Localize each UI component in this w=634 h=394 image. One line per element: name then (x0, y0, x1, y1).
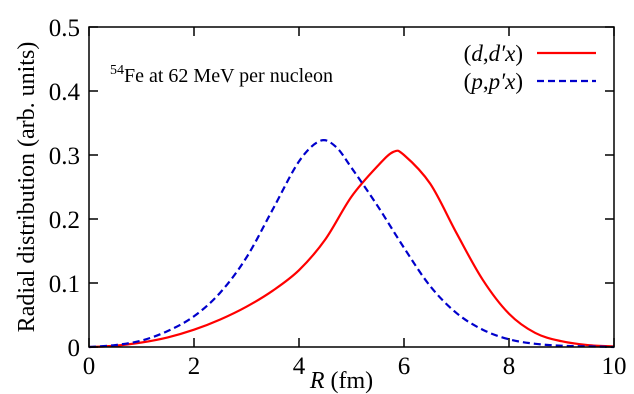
chart-annotation: 54Fe at 62 MeV per nucleon (110, 63, 333, 87)
x-tick-label: 0 (83, 353, 96, 380)
legend: (d,d′x) (p,p′x) (464, 41, 596, 94)
series-line-pp (88, 139, 615, 349)
x-tick-label: 10 (602, 353, 627, 380)
axis-ticks-group: 0 2 4 6 8 10 0 0.1 0.2 0.3 0.4 0.5 (49, 15, 627, 380)
y-tick-label: 0.3 (49, 143, 80, 170)
plot-frame (88, 26, 615, 348)
y-tick-label: 0.5 (49, 15, 80, 42)
legend-label-dd: (d,d′x) (464, 41, 523, 66)
legend-label-pp: (p,p′x) (464, 69, 523, 94)
y-tick-label: 0.2 (49, 207, 80, 234)
x-tick-label: 6 (398, 353, 411, 380)
x-axis-label: R (fm) (309, 368, 373, 394)
y-tick-label: 0 (68, 335, 81, 362)
annotation-text: Fe at 62 MeV per nucleon (124, 65, 333, 87)
y-tick-label: 0.1 (49, 271, 80, 298)
x-axis-label-unit: (fm) (325, 368, 374, 394)
series-line-dd (88, 149, 615, 349)
y-tick-label: 0.4 (49, 79, 81, 106)
series-group (88, 139, 615, 349)
x-tick-label: 2 (188, 353, 201, 380)
x-tick-label: 8 (503, 353, 516, 380)
annotation-superscript: 54 (110, 63, 124, 78)
x-tick-label: 4 (293, 353, 306, 380)
x-axis-label-variable: R (309, 368, 325, 394)
y-axis-label: Radial distribution (arb. units) (14, 42, 40, 333)
